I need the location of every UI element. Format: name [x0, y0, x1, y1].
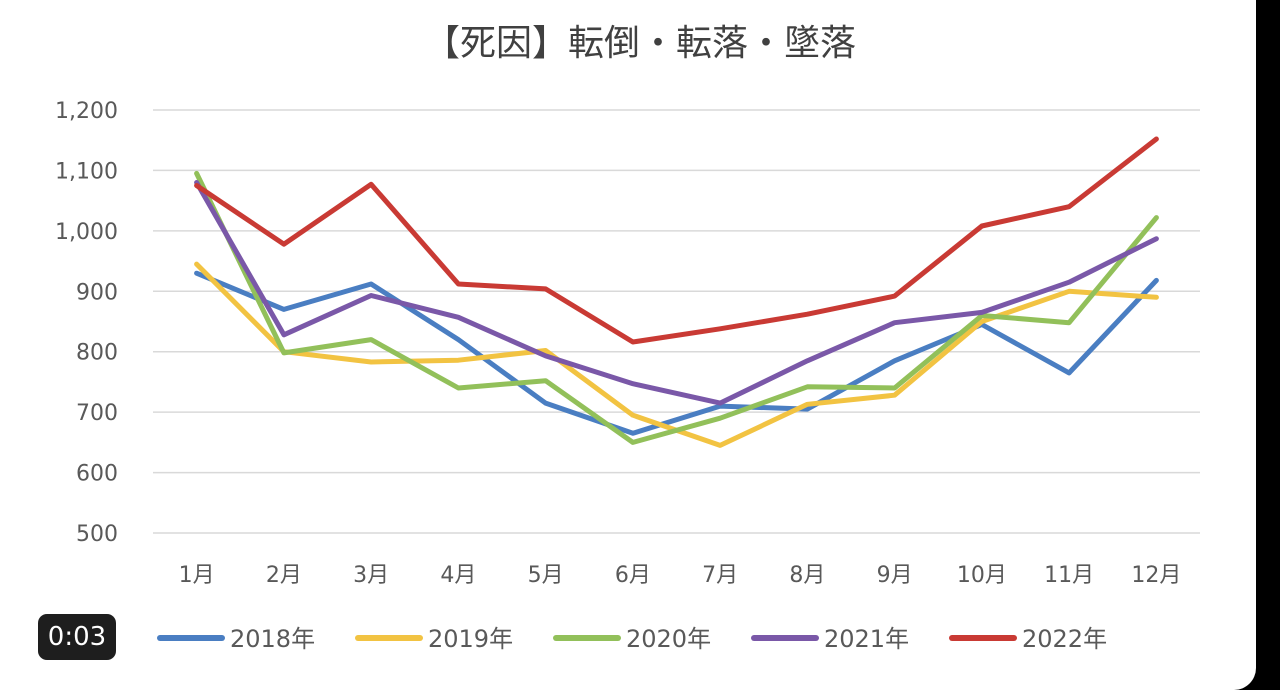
x-tick-label: 11月: [1044, 563, 1094, 588]
x-tick-label: 12月: [1131, 563, 1181, 588]
series-line-2022年: [194, 136, 1159, 345]
x-tick-label: 7月: [702, 563, 738, 588]
y-axis-ticks: 500 600 700 800 900 1,000 1,100 1,200: [55, 99, 118, 547]
chart-title: 【死因】転倒・転落・墜落: [424, 23, 856, 64]
x-tick-label: 5月: [528, 563, 564, 588]
video-timestamp-badge: 0:03: [38, 614, 116, 660]
y-tick-label: 1,200: [55, 99, 118, 124]
legend-label: 2019年: [428, 625, 513, 653]
y-tick-label: 800: [76, 341, 118, 366]
x-tick-label: 2月: [266, 563, 302, 588]
series-line-2020年: [194, 170, 1159, 445]
x-tick-label: 3月: [353, 563, 389, 588]
x-tick-label: 6月: [615, 563, 651, 588]
x-tick-label: 1月: [179, 563, 215, 588]
gridlines: [153, 109, 1200, 534]
x-tick-label: 8月: [789, 563, 825, 588]
legend-label: 2018年: [230, 625, 315, 653]
y-tick-label: 1,100: [55, 159, 118, 184]
x-tick-label: 4月: [440, 563, 476, 588]
legend: 2018年 2019年 2020年 2021年 2022年: [157, 625, 1107, 653]
y-tick-label: 900: [76, 280, 118, 305]
x-tick-label: 9月: [877, 563, 913, 588]
legend-label: 2021年: [824, 625, 909, 653]
y-tick-label: 1,000: [55, 220, 118, 245]
x-axis-ticks: 1月 2月 3月 4月 5月 6月 7月 8月 9月 10月 11月 12月: [179, 563, 1182, 588]
legend-label: 2022年: [1022, 625, 1107, 653]
y-tick-label: 700: [76, 401, 118, 426]
series-line-2021年: [194, 180, 1159, 406]
x-tick-label: 10月: [957, 563, 1007, 588]
series-line-2018年: [194, 270, 1159, 436]
y-tick-label: 500: [76, 522, 118, 547]
series-lines: [194, 136, 1159, 448]
legend-label: 2020年: [626, 625, 711, 653]
y-tick-label: 600: [76, 462, 118, 487]
